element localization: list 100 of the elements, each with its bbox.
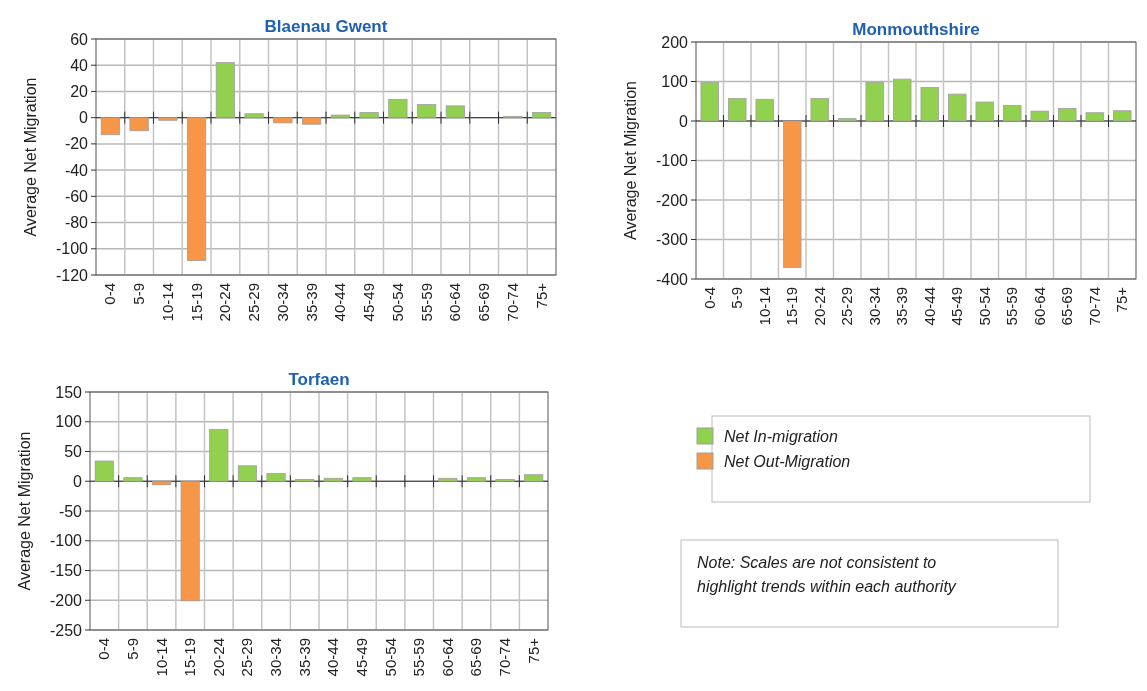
x-tick-label: 65-69 (475, 283, 493, 322)
bar (838, 118, 857, 122)
bar (100, 117, 120, 136)
x-tick-label: 25-29 (238, 638, 256, 677)
y-axis-title: Average Net Migration (622, 81, 639, 240)
bar (266, 473, 286, 482)
y-tick-label: 0 (79, 109, 89, 127)
x-tick-label: 5-9 (130, 283, 148, 305)
y-axis-title: Average Net Migration (22, 77, 39, 237)
chart-title: Blaenau Gwent (264, 17, 388, 36)
x-tick-label: 75+ (524, 637, 542, 664)
y-tick-label: 100 (55, 413, 83, 431)
bar (323, 477, 343, 482)
bar (755, 98, 774, 122)
x-tick-label: 25-29 (245, 283, 263, 322)
x-tick-label: 75+ (532, 282, 550, 309)
chart-title: Torfaen (288, 370, 350, 389)
bar (330, 114, 350, 119)
y-tick-label: -80 (64, 214, 89, 232)
x-tick-label: 65-69 (467, 638, 485, 677)
y-axis-title: Average Net Migration (16, 431, 33, 591)
y-tick-label: 100 (661, 73, 689, 91)
x-tick-label: 70-74 (503, 283, 521, 322)
x-tick-label: 15-19 (187, 283, 205, 322)
bar (948, 93, 967, 122)
bar (187, 117, 207, 261)
y-tick-label: -400 (655, 270, 689, 288)
bar (524, 474, 544, 482)
bar (158, 117, 178, 121)
chart-title: Monmouthshire (852, 20, 980, 39)
x-tick-label: 35-39 (893, 287, 911, 326)
text: Note: Scales are not consistent to highlight trends within each authority (697, 554, 957, 595)
y-tick-label: -300 (655, 231, 689, 249)
x-tick-label: 0-4 (95, 638, 113, 660)
y-tick-label: -50 (58, 502, 83, 520)
bar (975, 101, 994, 122)
x-tick-label: 55-59 (417, 283, 435, 322)
bar (352, 477, 372, 482)
bar (1085, 112, 1104, 122)
y-tick-label: -100 (655, 152, 689, 170)
bar (123, 477, 143, 482)
bar (1058, 107, 1077, 122)
x-tick-label: 50-54 (381, 638, 399, 677)
y-tick-label: -40 (64, 161, 89, 179)
y-tick-label: 0 (73, 472, 83, 490)
bar (438, 477, 458, 482)
y-tick-label: 0 (679, 112, 689, 130)
x-tick-label: 10-14 (755, 287, 773, 326)
bar (783, 120, 802, 268)
bar (244, 113, 264, 119)
bar (359, 112, 379, 119)
x-tick-label: 50-54 (388, 283, 406, 322)
x-tick-label: 30-34 (273, 283, 291, 322)
x-tick-label: 40-44 (324, 638, 342, 677)
x-tick-label: 30-34 (267, 638, 285, 677)
bar (302, 117, 322, 125)
bar (215, 62, 235, 119)
bar (810, 98, 829, 122)
x-tick-label: 15-19 (181, 638, 199, 677)
bar (893, 78, 912, 122)
x-tick-label: 60-64 (1030, 287, 1048, 326)
legend-label: Net Out-Migration (724, 452, 851, 470)
legend-label: Net In-migration (724, 427, 838, 445)
y-tick-label: -100 (49, 532, 83, 550)
bar (94, 460, 114, 482)
bar (180, 480, 200, 602)
bar (466, 477, 486, 482)
bar (152, 480, 172, 486)
x-tick-label: 5-9 (123, 638, 141, 660)
y-tick-label: 150 (55, 383, 83, 401)
bar (388, 98, 408, 119)
y-tick-label: -120 (55, 266, 89, 284)
y-tick-label: 60 (70, 30, 89, 48)
x-tick-label: 20-24 (216, 283, 234, 322)
x-tick-label: 40-44 (920, 287, 938, 326)
y-tick-label: -200 (655, 191, 689, 209)
x-tick-label: 25-29 (838, 287, 856, 326)
x-tick-label: 65-69 (1058, 287, 1076, 326)
bar (700, 81, 719, 122)
y-tick-label: -20 (64, 135, 89, 153)
x-tick-label: 40-44 (331, 283, 349, 322)
y-tick-label: -250 (49, 621, 83, 639)
y-tick-label: 50 (64, 443, 83, 461)
x-tick-label: 75+ (1113, 286, 1131, 313)
x-tick-label: 10-14 (152, 638, 170, 677)
y-tick-label: 200 (661, 33, 689, 51)
x-tick-label: 45-49 (360, 283, 378, 322)
x-tick-label: 60-64 (446, 283, 464, 322)
x-tick-label: 20-24 (209, 638, 227, 677)
bar (728, 98, 747, 122)
x-tick-label: 45-49 (948, 287, 966, 326)
y-tick-label: 20 (70, 83, 89, 101)
x-tick-label: 55-59 (410, 638, 428, 677)
bar (273, 117, 293, 124)
y-tick-label: -100 (55, 240, 89, 258)
x-tick-label: 30-34 (865, 287, 883, 326)
bar (417, 104, 437, 119)
bar (209, 429, 229, 482)
x-tick-label: 35-39 (302, 283, 320, 322)
y-tick-label: -60 (64, 187, 89, 205)
